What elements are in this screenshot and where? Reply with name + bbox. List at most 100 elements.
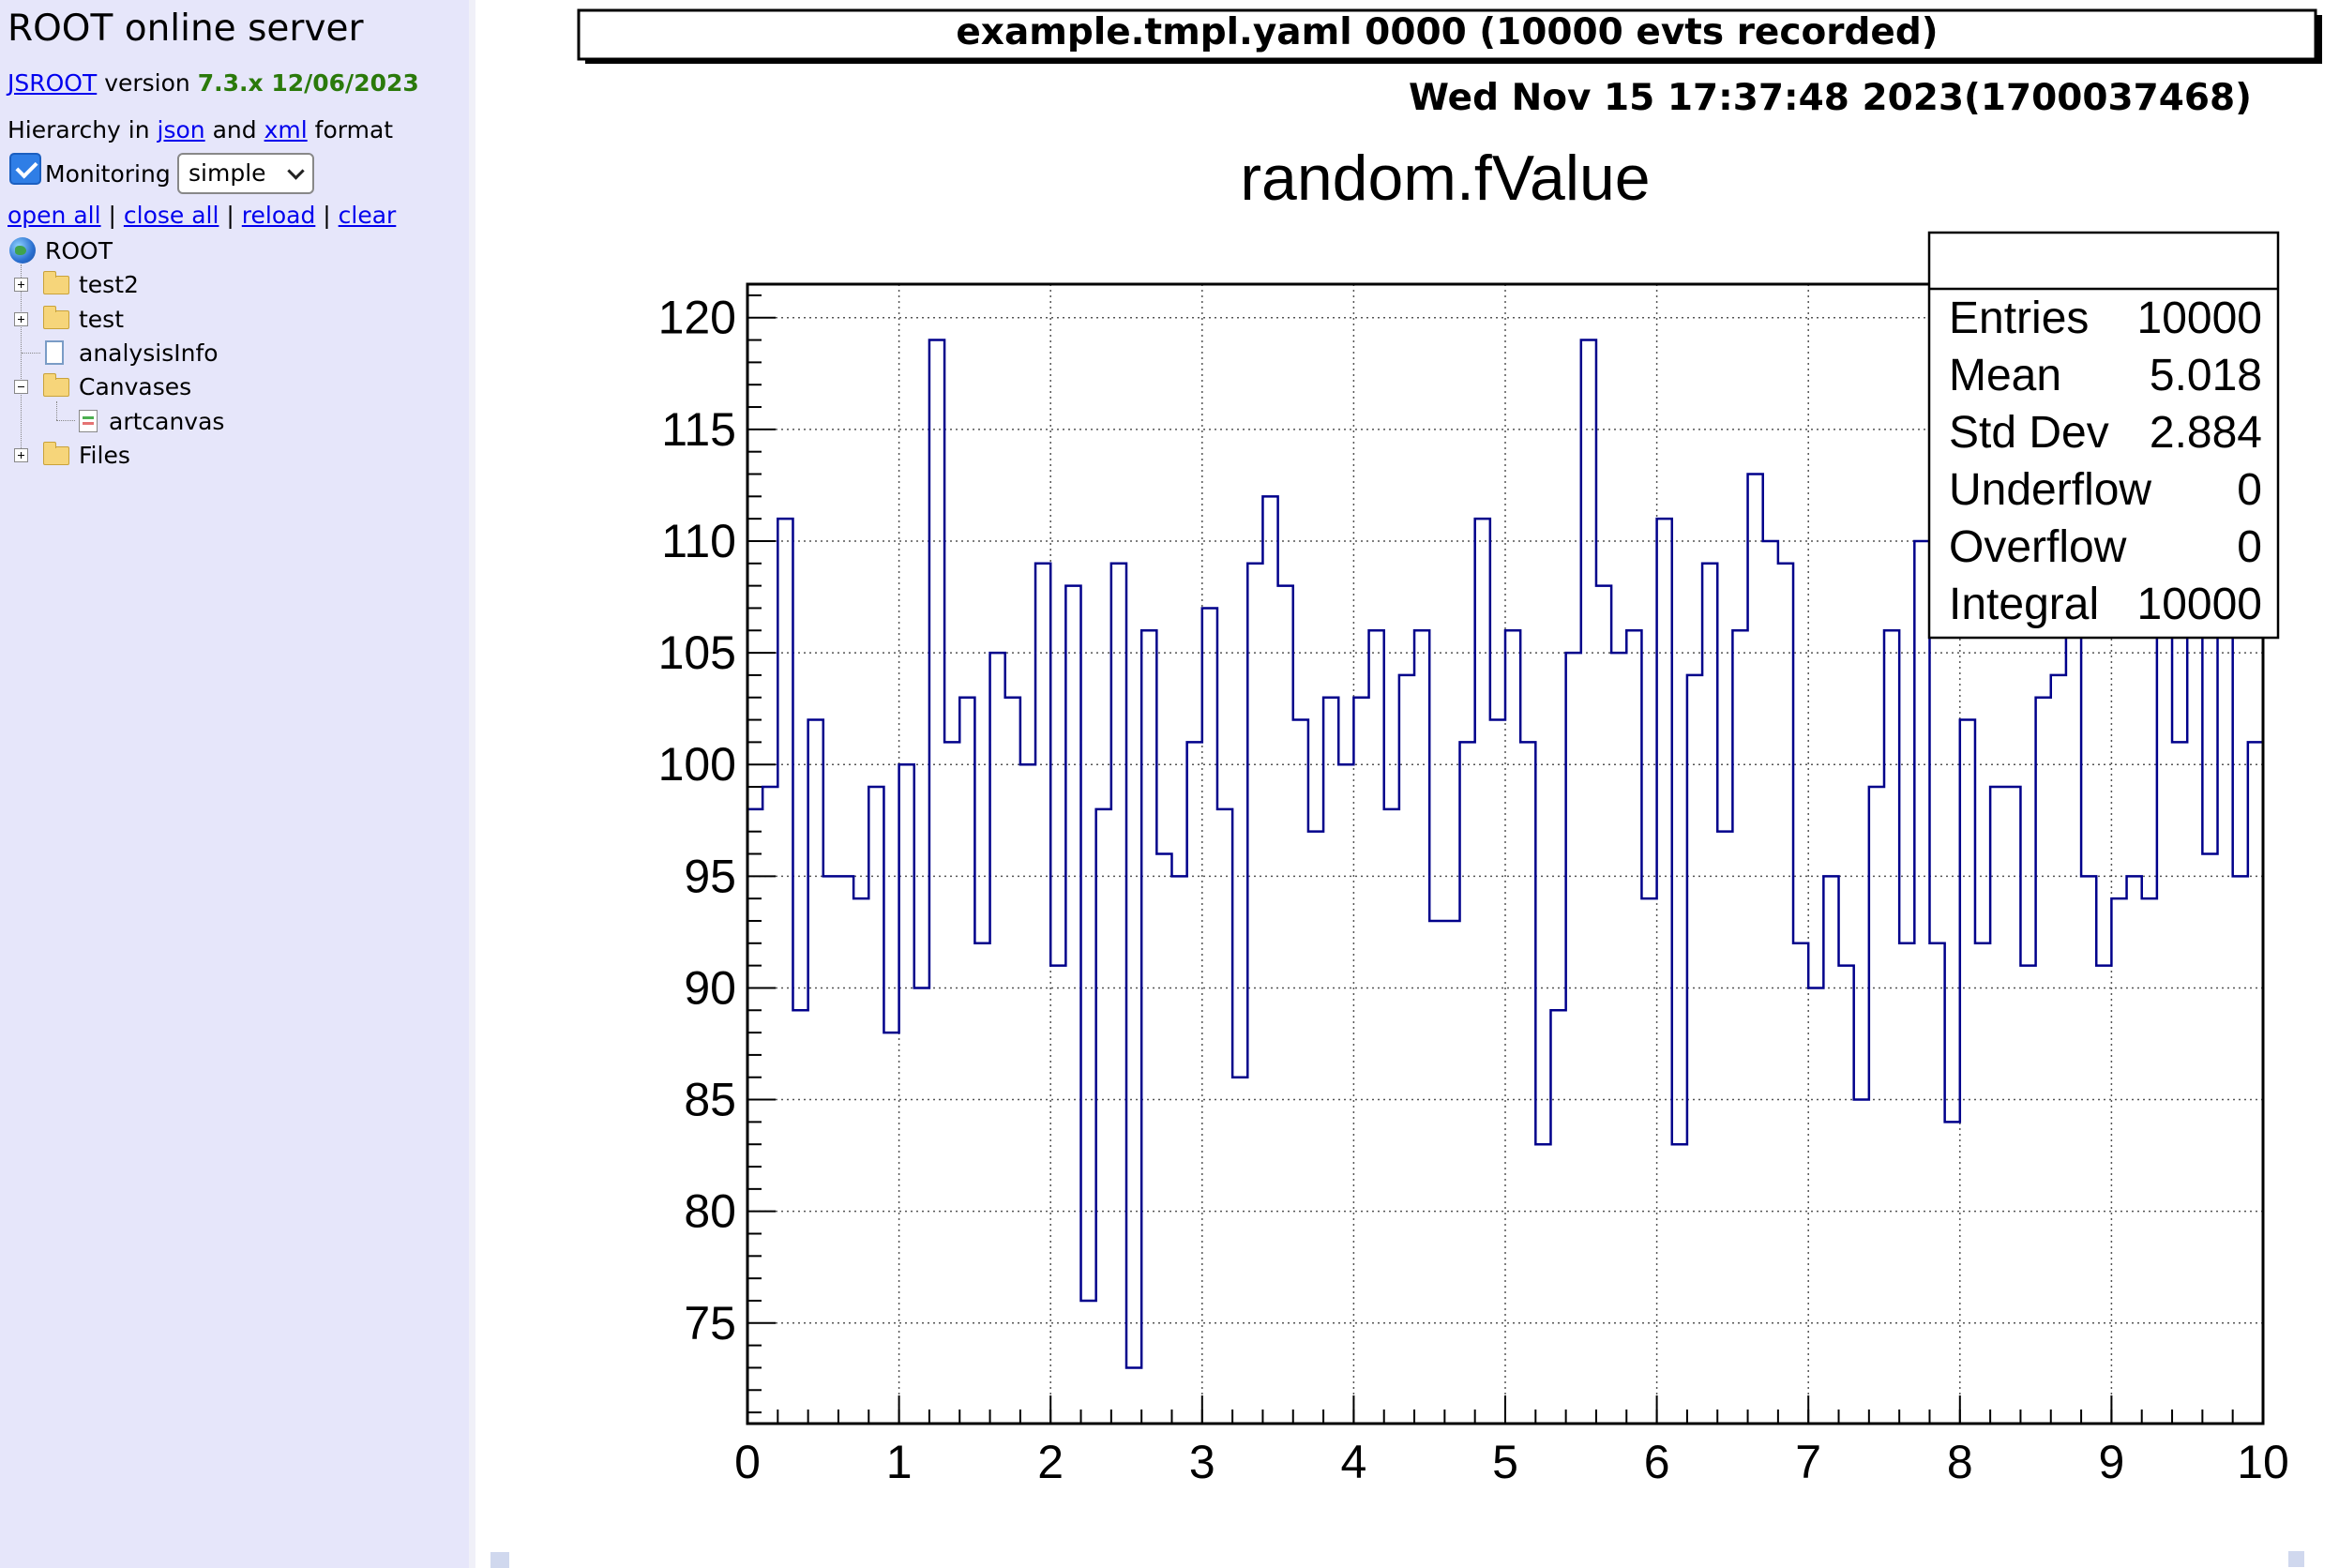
resize-grip-icon[interactable] — [2288, 1551, 2304, 1567]
monitoring-checkbox[interactable] — [9, 153, 41, 185]
histogram-bin — [2248, 742, 2263, 1424]
monitoring-mode-select[interactable]: simple — [177, 153, 314, 194]
histogram-bin — [974, 943, 989, 1424]
expand-plus-icon[interactable] — [14, 312, 28, 326]
monitoring-mode-value: simple — [189, 159, 266, 187]
histogram-bin — [1171, 876, 1186, 1424]
histogram-bin — [1839, 966, 1854, 1424]
stats-label: Overflow — [1949, 522, 2127, 572]
stats-label: Std Dev — [1949, 408, 2109, 458]
stats-box[interactable]: Entries 10000 Mean 5.018 Std Dev 2.884 U… — [1927, 231, 2280, 640]
histogram-bin — [2172, 742, 2187, 1424]
x-tick-label: 8 — [1947, 1436, 1973, 1488]
hierarchy-prefix: Hierarchy in — [8, 116, 150, 143]
tree-item-label: analysisInfo — [79, 339, 219, 367]
histogram-bin — [1687, 675, 1702, 1424]
histogram-bin — [1823, 876, 1838, 1424]
tree-item-label: artcanvas — [109, 408, 225, 435]
tree-item-label: Files — [79, 442, 130, 469]
histogram-bin — [1050, 966, 1065, 1424]
histogram-bin — [792, 1010, 807, 1424]
histogram-bin — [2187, 630, 2202, 1424]
histogram-bin — [1550, 1010, 1565, 1424]
histogram-bin — [2020, 966, 2035, 1424]
plot-frame — [746, 282, 2265, 1425]
expand-plus-icon[interactable] — [14, 278, 28, 292]
x-tick-label: 10 — [2237, 1436, 2289, 1488]
histogram-bin — [1005, 698, 1020, 1424]
clear-link[interactable]: clear — [338, 202, 397, 229]
stats-value: 10000 — [2137, 294, 2262, 343]
histogram-bin — [1384, 809, 1399, 1424]
histogram-bin — [899, 764, 914, 1424]
close-all-link[interactable]: close all — [123, 202, 219, 229]
tree-item-label: test — [79, 306, 125, 333]
histogram-bin — [1914, 541, 1929, 1424]
xml-link[interactable]: xml — [264, 116, 308, 143]
tree-item-artcanvas[interactable]: artcanvas — [8, 401, 289, 437]
histogram-bin — [1884, 630, 1899, 1424]
stats-label: Underflow — [1949, 465, 2151, 515]
histogram-bin — [1960, 720, 1975, 1424]
json-link[interactable]: json — [157, 116, 205, 143]
histogram-bin — [1657, 519, 1672, 1424]
tree-item-analysisinfo[interactable]: analysisInfo — [8, 337, 289, 369]
histogram-bin — [1096, 809, 1111, 1424]
x-tick-label: 1 — [886, 1436, 913, 1488]
histogram-bin — [1460, 742, 1475, 1424]
tree-root[interactable]: ROOT — [8, 234, 289, 266]
histogram-bin — [1020, 764, 1035, 1424]
expand-plus-icon[interactable] — [14, 448, 28, 462]
y-tick-label: 100 — [658, 738, 736, 791]
histogram-bin — [1353, 698, 1368, 1424]
histogram-bin — [2081, 876, 2096, 1424]
tree-item-test2[interactable]: test2 — [8, 268, 289, 300]
reload-link[interactable]: reload — [241, 202, 316, 229]
histogram-bin — [1717, 832, 1732, 1424]
open-all-link[interactable]: open all — [8, 202, 101, 229]
histogram-bin — [1748, 475, 1763, 1425]
histogram-bin — [1232, 1078, 1247, 1424]
histogram-bin — [2218, 630, 2233, 1424]
tree-item-test[interactable]: test — [8, 303, 289, 335]
tree-item-canvases[interactable]: Canvases — [8, 370, 289, 402]
histogram-bin — [1444, 921, 1459, 1424]
y-tick-label: 105 — [658, 626, 736, 679]
histogram-bin — [823, 876, 838, 1424]
axes — [747, 294, 2264, 1424]
x-tick-label: 9 — [2098, 1436, 2124, 1488]
resize-grip-icon[interactable] — [490, 1552, 509, 1568]
x-tick-label: 3 — [1189, 1436, 1215, 1488]
monitoring-label: Monitoring — [45, 160, 171, 188]
histogram-bin — [2036, 698, 2051, 1424]
tree-root-label: ROOT — [45, 237, 113, 264]
histogram-bin — [1581, 340, 1596, 1424]
stats-label: Integral — [1949, 580, 2099, 629]
x-tick-label: 5 — [1492, 1436, 1518, 1488]
histogram-canvas[interactable]: example.tmpl.yaml 0000 (10000 evts recor… — [475, 0, 2339, 1568]
histogram-bin — [1081, 1301, 1096, 1424]
histogram-title: random.fValue — [1240, 143, 1650, 214]
tree-item-files[interactable]: Files — [8, 439, 289, 471]
histogram-bin — [1793, 943, 1808, 1424]
histogram-bin — [1929, 943, 1944, 1424]
stats-value: 0 — [2237, 465, 2262, 515]
x-tick-label: 0 — [734, 1436, 761, 1488]
folder-icon — [43, 442, 69, 465]
tree-guide-line — [21, 264, 22, 452]
stats-value: 0 — [2237, 522, 2262, 572]
histogram-bin — [1990, 787, 2005, 1424]
panel-splitter[interactable] — [469, 0, 475, 1568]
histogram-bin — [1854, 1100, 1869, 1424]
histogram-bin — [1111, 564, 1126, 1424]
histogram-bin — [1566, 653, 1581, 1424]
stats-value: 10000 — [2137, 580, 2262, 629]
histogram-bin — [1596, 586, 1611, 1424]
histogram-bin — [1065, 586, 1080, 1424]
histogram-bin — [1763, 541, 1778, 1424]
histogram-bin — [990, 653, 1005, 1424]
jsroot-link[interactable]: JSROOT — [8, 69, 98, 97]
histogram-bin — [1490, 720, 1505, 1424]
collapse-minus-icon[interactable] — [14, 380, 28, 394]
y-tick-label: 120 — [658, 292, 736, 344]
